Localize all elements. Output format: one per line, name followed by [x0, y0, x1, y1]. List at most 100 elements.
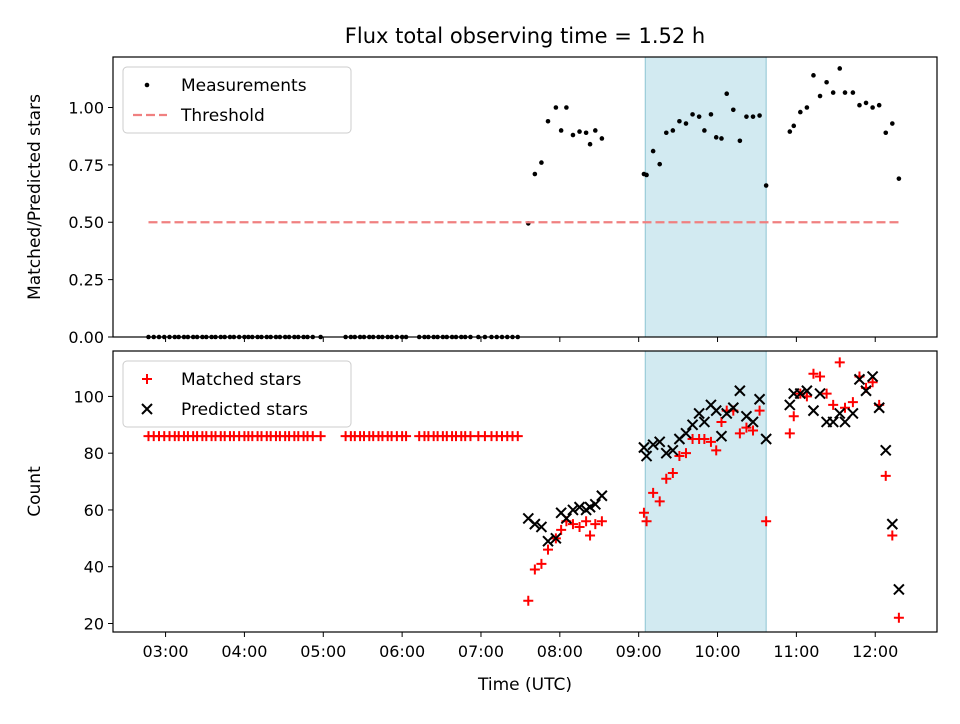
y-tick-label: 100 — [73, 387, 104, 406]
data-point — [680, 427, 692, 440]
data-point — [870, 105, 875, 110]
data-point — [536, 558, 547, 569]
data-point — [753, 393, 766, 405]
data-point — [807, 404, 820, 417]
data-point — [727, 402, 740, 414]
y-tick-label: 20 — [84, 614, 104, 633]
data-point — [784, 428, 795, 439]
x-tick-label: 05:00 — [300, 642, 346, 661]
legend-box — [122, 360, 352, 428]
data-point — [837, 66, 843, 71]
x-tick-label: 12:00 — [852, 642, 898, 661]
data-point — [545, 118, 551, 124]
x-tick-label: 07:00 — [458, 642, 504, 661]
data-point — [696, 114, 702, 119]
data-point — [535, 521, 548, 533]
data-point — [638, 507, 649, 518]
data-point — [828, 399, 839, 410]
data-point — [794, 387, 807, 400]
data-point — [760, 433, 772, 445]
data-point — [638, 441, 650, 454]
data-point — [710, 404, 722, 417]
data-point — [857, 102, 862, 108]
data-point — [715, 430, 728, 442]
x-tick-label: 03:00 — [143, 642, 189, 661]
data-point — [523, 595, 534, 606]
data-point — [567, 519, 578, 530]
data-point — [657, 161, 663, 167]
data-point — [883, 130, 889, 136]
data-point — [827, 416, 839, 428]
legend-label: Predicted stars — [181, 400, 308, 420]
series-matched-stars — [143, 357, 904, 623]
data-point — [590, 519, 601, 530]
data-point — [811, 73, 816, 78]
data-point — [574, 521, 585, 532]
data-point — [581, 516, 592, 527]
data-point — [748, 425, 759, 436]
data-point — [683, 121, 689, 126]
data-point — [730, 107, 736, 113]
data-point — [763, 183, 769, 188]
legend-label: Threshold — [180, 106, 265, 126]
data-point — [824, 79, 829, 85]
data-point — [737, 138, 743, 144]
data-point — [876, 102, 882, 108]
data-point — [596, 516, 607, 527]
data-point — [784, 399, 796, 411]
legend: Measurements Threshold — [122, 66, 352, 134]
data-point — [890, 121, 895, 126]
x-tick-label: 09:00 — [616, 642, 662, 661]
data-point — [641, 516, 652, 527]
data-point — [860, 385, 872, 397]
y-tick-label: 0.50 — [68, 213, 104, 232]
data-point — [596, 490, 608, 502]
data-point — [830, 90, 836, 95]
x-tick-label: 11:00 — [773, 642, 819, 661]
data-point — [686, 419, 699, 431]
data-point — [867, 377, 878, 388]
data-point — [650, 148, 656, 154]
data-point — [567, 504, 579, 516]
data-point — [556, 524, 567, 535]
y-tick-label: 80 — [84, 444, 104, 463]
data-point — [529, 518, 541, 530]
data-point — [539, 160, 544, 165]
data-point — [640, 450, 653, 462]
data-point — [716, 416, 727, 427]
data-point — [791, 123, 797, 129]
data-point — [529, 564, 540, 575]
data-point — [750, 114, 756, 119]
data-point — [663, 130, 669, 136]
data-point — [741, 422, 752, 433]
data-point — [744, 114, 749, 119]
data-point — [711, 445, 722, 456]
data-point — [585, 530, 596, 541]
data-point — [817, 93, 823, 99]
data-point — [647, 438, 659, 451]
plot-frame — [112, 56, 938, 338]
data-point — [863, 100, 869, 106]
legend-label: Matched stars — [181, 370, 301, 390]
data-point — [577, 129, 582, 134]
data-point — [708, 112, 714, 117]
legend-swatch — [141, 403, 153, 415]
observing-span — [644, 56, 767, 338]
legend-label: Measurements — [181, 76, 307, 96]
data-point — [674, 451, 685, 462]
data-point — [713, 135, 719, 140]
data-point — [886, 518, 899, 530]
data-point — [754, 405, 765, 416]
data-point — [787, 129, 793, 134]
data-point — [564, 105, 569, 110]
data-point — [847, 407, 859, 420]
y-tick-label: 1.00 — [68, 98, 104, 117]
y-axis-label: Count — [25, 466, 45, 517]
data-point — [550, 532, 562, 545]
legend-swatch — [144, 82, 150, 88]
data-point — [734, 385, 746, 397]
data-point — [690, 112, 695, 117]
data-point — [661, 473, 672, 484]
data-point — [853, 373, 866, 386]
observing-span — [644, 350, 767, 633]
